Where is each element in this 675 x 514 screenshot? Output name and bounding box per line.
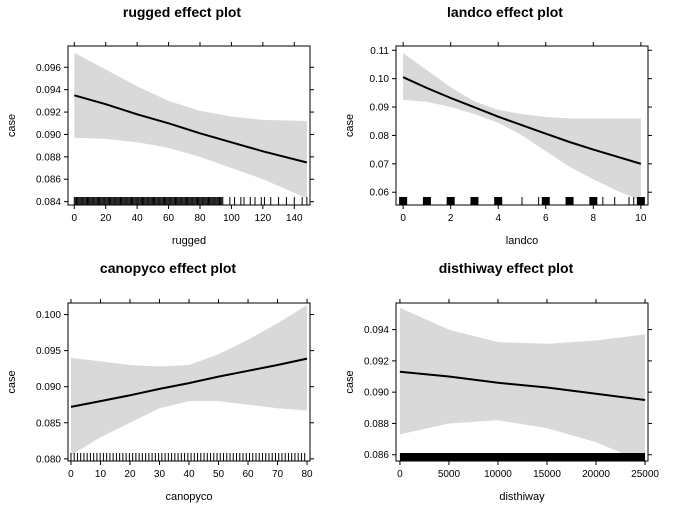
y-tick-label: 0.100 xyxy=(36,310,61,321)
x-tick-label: 6 xyxy=(543,213,549,224)
rug xyxy=(399,453,646,461)
y-tick-label: 0.086 xyxy=(36,175,61,186)
x-tick-label: 0 xyxy=(72,213,78,224)
y-tick-label: 0.07 xyxy=(370,159,390,170)
x-tick-label: 70 xyxy=(272,469,284,480)
rug-solid xyxy=(399,453,646,461)
chart-title: landco effect plot xyxy=(447,4,563,20)
x-axis-label: landco xyxy=(506,235,538,247)
rug-block xyxy=(565,197,574,205)
y-tick-label: 0.09 xyxy=(370,103,390,114)
y-tick-label: 0.090 xyxy=(364,388,389,399)
y-tick-label: 0.090 xyxy=(36,130,61,141)
confidence-band xyxy=(71,305,307,456)
y-axis-label: case xyxy=(6,370,18,393)
chart-title: rugged effect plot xyxy=(123,4,242,20)
x-tick-label: 4 xyxy=(495,213,501,224)
effect-line xyxy=(402,76,642,165)
x-tick-label: 10 xyxy=(635,213,647,224)
x-tick-label: 40 xyxy=(183,469,195,480)
y-tick-label: 0.086 xyxy=(364,450,389,461)
x-axis-label: disthiway xyxy=(499,491,545,503)
confidence-band xyxy=(403,53,641,201)
x-tick-label: 0 xyxy=(400,213,406,224)
x-tick-label: 40 xyxy=(132,213,144,224)
rug-block xyxy=(446,197,455,205)
x-tick-label: 80 xyxy=(194,213,206,224)
rug xyxy=(73,197,308,205)
y-tick-label: 0.085 xyxy=(36,418,61,429)
confidence-band xyxy=(74,52,307,199)
x-tick-label: 20000 xyxy=(582,469,610,480)
y-tick-label: 0.095 xyxy=(36,346,61,357)
x-tick-label: 80 xyxy=(301,469,313,480)
y-tick-label: 0.094 xyxy=(36,85,61,96)
x-tick-label: 0 xyxy=(397,469,403,480)
panel-canopyco: 0 10 20 30 40 50 60 70 80 0.080 0.085 0.090 0.095 0.1… xyxy=(6,260,314,503)
rug-block xyxy=(470,197,479,205)
y-axis-label: case xyxy=(344,114,356,137)
y-tick-label: 0.11 xyxy=(370,46,389,57)
y-tick-label: 0.084 xyxy=(36,197,61,208)
y-tick-label: 0.096 xyxy=(36,63,61,74)
panel-rugged: 0 20 40 60 80 100 120 140 0.084 0.086 0.088 0.090 0.… xyxy=(6,4,314,247)
x-tick-label: 60 xyxy=(163,213,175,224)
rug xyxy=(399,197,645,205)
x-tick-label: 0 xyxy=(68,469,74,480)
x-tick-label: 10 xyxy=(95,469,107,480)
x-tick-label: 20 xyxy=(124,469,136,480)
x-axis-label: rugged xyxy=(172,235,206,247)
x-tick-label: 2 xyxy=(448,213,454,224)
effect-line xyxy=(399,370,646,401)
x-tick-label: 140 xyxy=(286,213,303,224)
y-tick-label: 0.088 xyxy=(364,419,389,430)
x-tick-label: 8 xyxy=(591,213,597,224)
x-tick-label: 120 xyxy=(255,213,272,224)
plot-frame xyxy=(395,45,649,206)
x-tick-label: 50 xyxy=(213,469,225,480)
x-tick-label: 5000 xyxy=(438,469,461,480)
y-axis-label: case xyxy=(344,370,356,393)
plot-frame xyxy=(395,302,649,462)
x-tick-label: 20 xyxy=(100,213,112,224)
y-tick-label: 0.094 xyxy=(364,325,389,336)
y-tick-label: 0.10 xyxy=(370,74,390,85)
y-tick-label: 0.06 xyxy=(370,188,390,199)
y-tick-label: 0.088 xyxy=(36,152,61,163)
x-axis-label: canopyco xyxy=(165,491,212,503)
rug-block xyxy=(636,197,645,205)
x-tick-label: 100 xyxy=(223,213,240,224)
x-tick-label: 15000 xyxy=(533,469,561,480)
x-tick-label: 10000 xyxy=(484,469,512,480)
rug-block xyxy=(422,197,431,205)
y-tick-label: 0.092 xyxy=(364,356,389,367)
rug-block xyxy=(541,197,550,205)
y-tick-label: 0.090 xyxy=(36,382,61,393)
y-tick-label: 0.080 xyxy=(36,454,61,465)
chart-title: canopyco effect plot xyxy=(100,260,236,276)
y-axis-label: case xyxy=(6,114,18,137)
chart-title: disthiway effect plot xyxy=(439,260,574,276)
rug-block xyxy=(589,197,598,205)
plot-frame xyxy=(67,45,311,206)
y-tick-label: 0.092 xyxy=(36,108,61,119)
y-tick-label: 0.08 xyxy=(370,131,390,142)
x-tick-label: 60 xyxy=(242,469,254,480)
effect-line xyxy=(70,357,308,408)
x-tick-label: 25000 xyxy=(631,469,659,480)
x-tick-label: 30 xyxy=(154,469,166,480)
effect-line xyxy=(74,94,308,164)
rug xyxy=(70,453,306,461)
rug-block xyxy=(399,197,408,205)
panel-landco: 0 2 4 6 8 10 0.06 0.07 0.08 0.09 0.10 0.11 landco ef… xyxy=(344,4,652,247)
panel-disthiway: 0 5000 10000 15000 20000 25000 0.086 0.088 0.090… xyxy=(344,260,659,503)
rug-block xyxy=(494,197,503,205)
